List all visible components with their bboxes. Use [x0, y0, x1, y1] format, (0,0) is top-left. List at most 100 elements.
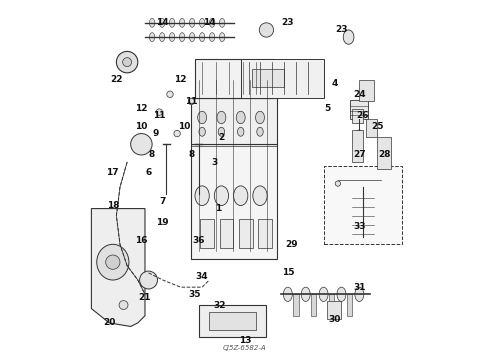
- Text: 23: 23: [282, 18, 294, 27]
- Ellipse shape: [301, 287, 310, 301]
- Text: 12: 12: [174, 76, 187, 85]
- Text: 3: 3: [212, 158, 218, 167]
- Text: 6: 6: [146, 168, 152, 177]
- Ellipse shape: [140, 271, 157, 289]
- Text: 10: 10: [135, 122, 147, 131]
- Ellipse shape: [167, 91, 173, 98]
- Text: 19: 19: [156, 219, 169, 228]
- Text: 14: 14: [156, 18, 169, 27]
- Ellipse shape: [199, 18, 205, 27]
- Ellipse shape: [119, 301, 128, 310]
- Bar: [352, 109, 363, 123]
- Ellipse shape: [220, 33, 225, 41]
- Ellipse shape: [197, 111, 207, 124]
- Text: 31: 31: [353, 283, 366, 292]
- Ellipse shape: [199, 127, 205, 136]
- Text: 8: 8: [188, 150, 195, 159]
- Text: 13: 13: [239, 336, 251, 345]
- Ellipse shape: [209, 18, 215, 27]
- Text: 35: 35: [189, 290, 201, 299]
- Text: 20: 20: [103, 318, 116, 327]
- Text: 16: 16: [135, 236, 147, 245]
- Text: 18: 18: [107, 201, 119, 210]
- Ellipse shape: [238, 127, 244, 136]
- Text: 11: 11: [185, 97, 197, 106]
- Ellipse shape: [236, 111, 245, 124]
- Bar: [220, 219, 233, 248]
- Ellipse shape: [106, 255, 120, 269]
- Bar: [347, 294, 352, 316]
- Ellipse shape: [156, 109, 163, 115]
- Bar: [327, 301, 342, 319]
- Ellipse shape: [170, 33, 175, 41]
- Bar: [311, 294, 317, 316]
- Ellipse shape: [217, 111, 226, 124]
- Text: 17: 17: [106, 168, 119, 177]
- Ellipse shape: [122, 58, 132, 67]
- Polygon shape: [209, 312, 256, 330]
- Text: 15: 15: [282, 268, 294, 277]
- Text: 5: 5: [324, 104, 330, 113]
- Text: 25: 25: [371, 122, 383, 131]
- Polygon shape: [92, 208, 145, 327]
- Ellipse shape: [234, 186, 248, 206]
- Text: 23: 23: [335, 26, 348, 35]
- Bar: [367, 119, 377, 137]
- Text: 1: 1: [215, 204, 221, 213]
- Bar: [329, 294, 334, 316]
- Text: 36: 36: [192, 236, 205, 245]
- Ellipse shape: [188, 98, 195, 105]
- Ellipse shape: [257, 127, 263, 136]
- Ellipse shape: [190, 18, 195, 27]
- Text: 8: 8: [149, 150, 155, 159]
- Ellipse shape: [256, 111, 265, 124]
- Ellipse shape: [179, 18, 185, 27]
- Ellipse shape: [97, 244, 129, 280]
- Ellipse shape: [149, 33, 155, 41]
- Ellipse shape: [337, 287, 346, 301]
- Bar: [350, 100, 368, 119]
- Ellipse shape: [214, 186, 228, 206]
- Ellipse shape: [149, 18, 155, 27]
- Ellipse shape: [218, 127, 224, 136]
- Bar: [192, 144, 277, 258]
- Ellipse shape: [199, 33, 205, 41]
- Text: 21: 21: [139, 293, 151, 302]
- Text: 26: 26: [357, 111, 369, 120]
- Ellipse shape: [174, 130, 180, 137]
- Text: 27: 27: [353, 150, 366, 159]
- Text: 2: 2: [219, 132, 225, 141]
- Ellipse shape: [355, 287, 364, 301]
- Bar: [242, 59, 323, 98]
- Text: 22: 22: [110, 76, 122, 85]
- Text: CJ5Z-6582-A: CJ5Z-6582-A: [223, 346, 267, 351]
- Text: 7: 7: [160, 197, 166, 206]
- Ellipse shape: [283, 287, 293, 301]
- Bar: [192, 98, 277, 144]
- Bar: [239, 219, 252, 248]
- Polygon shape: [198, 305, 267, 337]
- Ellipse shape: [195, 186, 209, 206]
- Bar: [323, 166, 402, 244]
- Text: 10: 10: [178, 122, 191, 131]
- Ellipse shape: [356, 130, 363, 137]
- Ellipse shape: [220, 18, 225, 27]
- Ellipse shape: [190, 33, 195, 41]
- Text: 30: 30: [328, 315, 341, 324]
- Ellipse shape: [170, 18, 175, 27]
- Text: 12: 12: [135, 104, 147, 113]
- Text: 28: 28: [378, 150, 391, 159]
- Ellipse shape: [319, 287, 328, 301]
- Ellipse shape: [159, 18, 165, 27]
- Ellipse shape: [117, 51, 138, 73]
- Ellipse shape: [179, 33, 185, 41]
- Bar: [293, 294, 298, 316]
- Bar: [352, 130, 363, 162]
- Bar: [200, 219, 214, 248]
- Text: 24: 24: [353, 90, 366, 99]
- Bar: [258, 219, 272, 248]
- Text: 14: 14: [203, 18, 216, 27]
- Text: 33: 33: [353, 222, 366, 231]
- Ellipse shape: [343, 30, 354, 44]
- Text: 29: 29: [285, 240, 298, 249]
